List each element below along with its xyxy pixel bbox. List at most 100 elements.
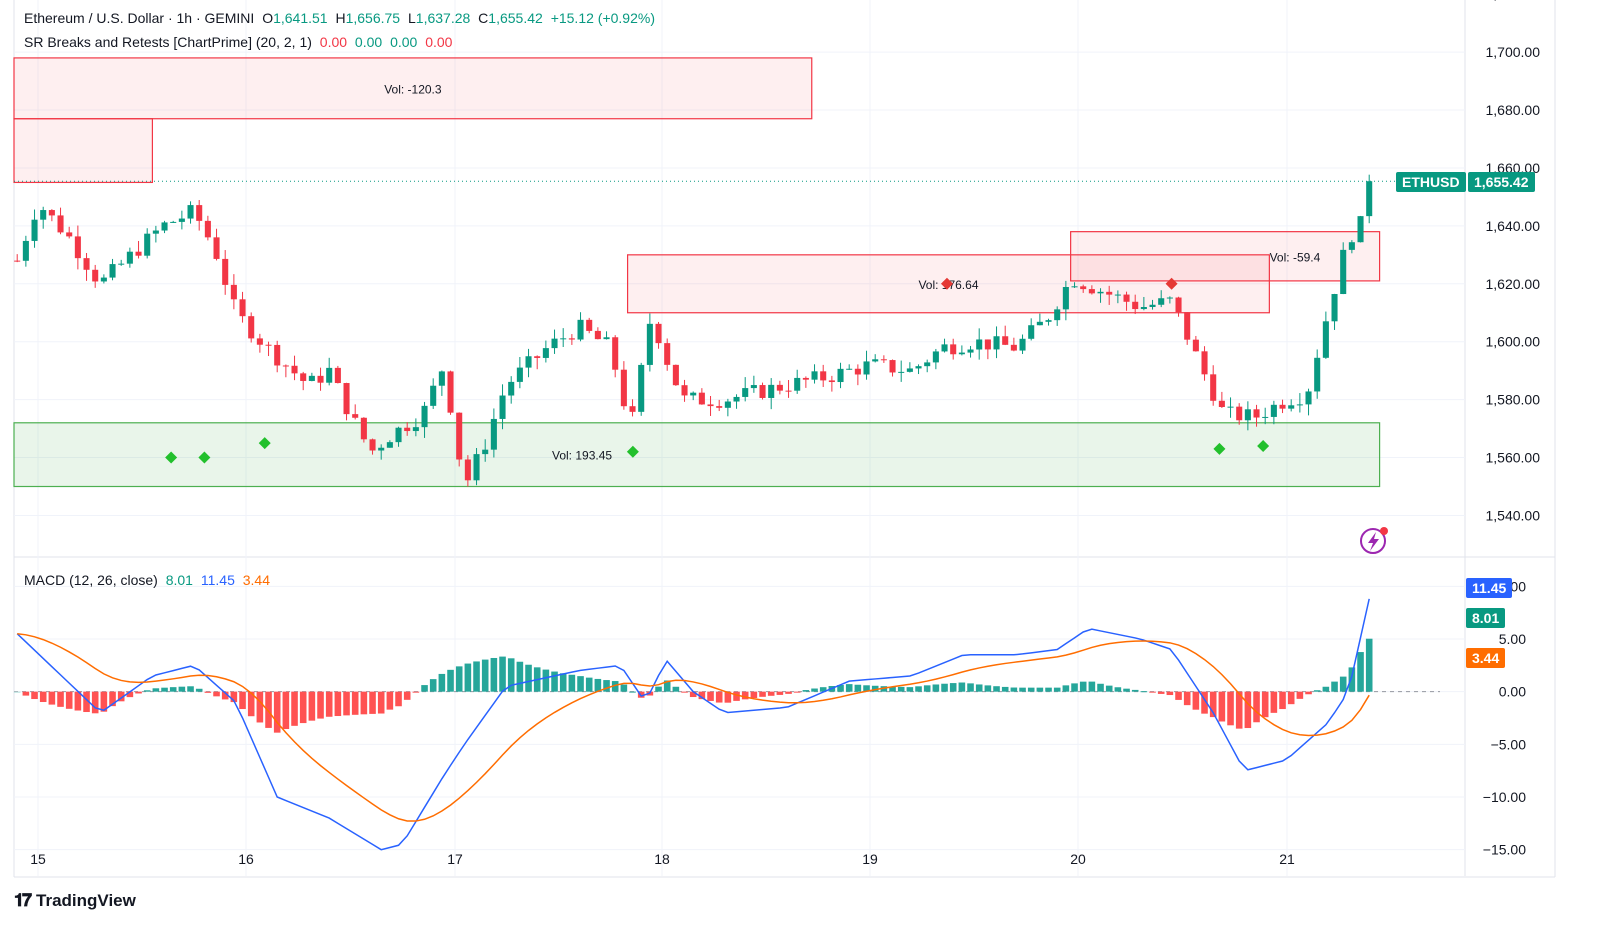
candle-body bbox=[906, 368, 913, 372]
candle-body bbox=[854, 368, 861, 375]
candle-body bbox=[698, 392, 705, 405]
candle-body bbox=[248, 316, 255, 339]
indicator-value-1: 0.00 bbox=[319, 34, 348, 50]
macd-hist-bar bbox=[403, 691, 411, 700]
candle-body bbox=[603, 337, 610, 340]
macd-hist-bar bbox=[759, 691, 766, 697]
indicator-legend[interactable]: SR Breaks and Retests [ChartPrime] (20, … bbox=[24, 34, 456, 50]
macd-hist-bar bbox=[1088, 681, 1096, 692]
candle-body bbox=[794, 377, 801, 391]
macd-hist-bar bbox=[1313, 690, 1321, 692]
macd-hist-bar bbox=[767, 691, 775, 696]
candle-body bbox=[681, 385, 688, 396]
candle-body bbox=[118, 263, 125, 265]
macd-hist-bar bbox=[1348, 667, 1356, 692]
candle-body bbox=[1331, 294, 1338, 322]
candle-body bbox=[300, 373, 307, 381]
candle-body bbox=[880, 359, 887, 361]
macd-hist-bar bbox=[1045, 687, 1052, 692]
candle-body bbox=[100, 277, 107, 282]
candle-body bbox=[83, 258, 90, 270]
x-tick-label: 15 bbox=[30, 851, 46, 867]
macd-hist-bar bbox=[1357, 652, 1364, 692]
alert-icon-bolt bbox=[1368, 532, 1379, 551]
macd-hist-bar bbox=[811, 688, 818, 692]
close-label: C bbox=[478, 10, 489, 26]
candle-body bbox=[256, 338, 263, 345]
high-value: 1,656.75 bbox=[345, 10, 401, 26]
macd-hist-bar bbox=[178, 686, 186, 692]
macd-hist-bar bbox=[91, 691, 99, 714]
candle-body bbox=[326, 367, 333, 383]
macd-hist-bar bbox=[1279, 691, 1286, 710]
macd-legend[interactable]: MACD (12, 26, close) 8.01 11.45 3.44 bbox=[24, 572, 274, 588]
macd-hist-bar bbox=[932, 684, 940, 692]
tradingview-brand[interactable]: 𝟏𝟕 TradingView bbox=[14, 890, 136, 911]
macd-hist-bar bbox=[161, 687, 168, 692]
macd-hist-bar bbox=[1175, 691, 1182, 700]
macd-hist-bar bbox=[1010, 687, 1018, 692]
candle-body bbox=[984, 339, 991, 350]
macd-hist-bar bbox=[1097, 683, 1104, 692]
price-tag-symbol: ETHUSD bbox=[1396, 172, 1466, 192]
macd-signal-value: 11.45 bbox=[200, 572, 235, 588]
price-tick-label: 1,660.00 bbox=[1486, 160, 1541, 176]
macd-hist-bar bbox=[516, 661, 524, 692]
candle-body bbox=[967, 349, 974, 353]
candle-body bbox=[1322, 321, 1329, 358]
macd-hist-bar bbox=[490, 657, 498, 692]
candle-body bbox=[360, 417, 367, 440]
macd-hist-bar bbox=[1114, 687, 1122, 692]
macd-hist-bar bbox=[1244, 691, 1252, 729]
candle-body bbox=[1184, 312, 1191, 340]
candle-body bbox=[586, 319, 593, 331]
candle-body bbox=[456, 412, 463, 460]
zone-volume-label: Vol: -59.4 bbox=[1270, 250, 1321, 264]
macd-hist-bar bbox=[629, 691, 636, 693]
macd-hist-bar bbox=[1036, 687, 1044, 692]
x-tick-label: 17 bbox=[447, 851, 463, 867]
candle-body bbox=[594, 330, 601, 340]
macd-hist-bar bbox=[169, 687, 177, 692]
candle-body bbox=[690, 392, 697, 396]
macd-hist-bar bbox=[187, 686, 194, 692]
macd-hist-bar bbox=[117, 691, 125, 702]
candle-body bbox=[126, 251, 133, 264]
macd-hist-bar bbox=[1131, 689, 1139, 692]
indicator-value-2: 0.00 bbox=[354, 34, 383, 50]
buy-signal-marker bbox=[258, 437, 271, 450]
candle-body bbox=[178, 218, 185, 222]
resistance-zone bbox=[1070, 231, 1381, 282]
macd-hist-bar bbox=[1218, 691, 1226, 722]
price-tick-label: 1,700.00 bbox=[1486, 44, 1541, 60]
low-value: 1,637.28 bbox=[415, 10, 471, 26]
macd-hist-bar bbox=[698, 691, 706, 700]
macd-hist-bar bbox=[282, 691, 290, 730]
macd-hist-bar bbox=[577, 676, 584, 692]
macd-hist-bar bbox=[923, 685, 931, 692]
macd-hist-bar bbox=[611, 681, 619, 692]
candle-body bbox=[932, 351, 939, 363]
buy-signal-marker bbox=[198, 451, 211, 464]
candle-body bbox=[776, 384, 783, 391]
macd-hist-bar bbox=[74, 691, 82, 711]
macd-hist-bar bbox=[351, 691, 359, 715]
indicator-name: SR Breaks and Retests [ChartPrime] (20, … bbox=[24, 34, 312, 50]
candle-body bbox=[1296, 404, 1303, 406]
sell-signal-marker bbox=[1165, 277, 1178, 290]
candle-body bbox=[629, 406, 636, 412]
candle-body bbox=[820, 371, 827, 381]
candle-body bbox=[534, 356, 541, 358]
macd-hist-bar bbox=[57, 691, 64, 707]
macd-hist-bar bbox=[594, 678, 602, 692]
candle-body bbox=[560, 338, 567, 340]
candle-body bbox=[1244, 409, 1251, 421]
macd-hist-bar bbox=[100, 691, 108, 712]
candle-body bbox=[386, 442, 393, 448]
macd-hist-bar bbox=[317, 691, 324, 719]
candle-body bbox=[620, 369, 627, 407]
macd-tick-label: −10.00 bbox=[1483, 789, 1526, 805]
candle-body bbox=[672, 364, 679, 386]
candle-body bbox=[828, 380, 835, 383]
